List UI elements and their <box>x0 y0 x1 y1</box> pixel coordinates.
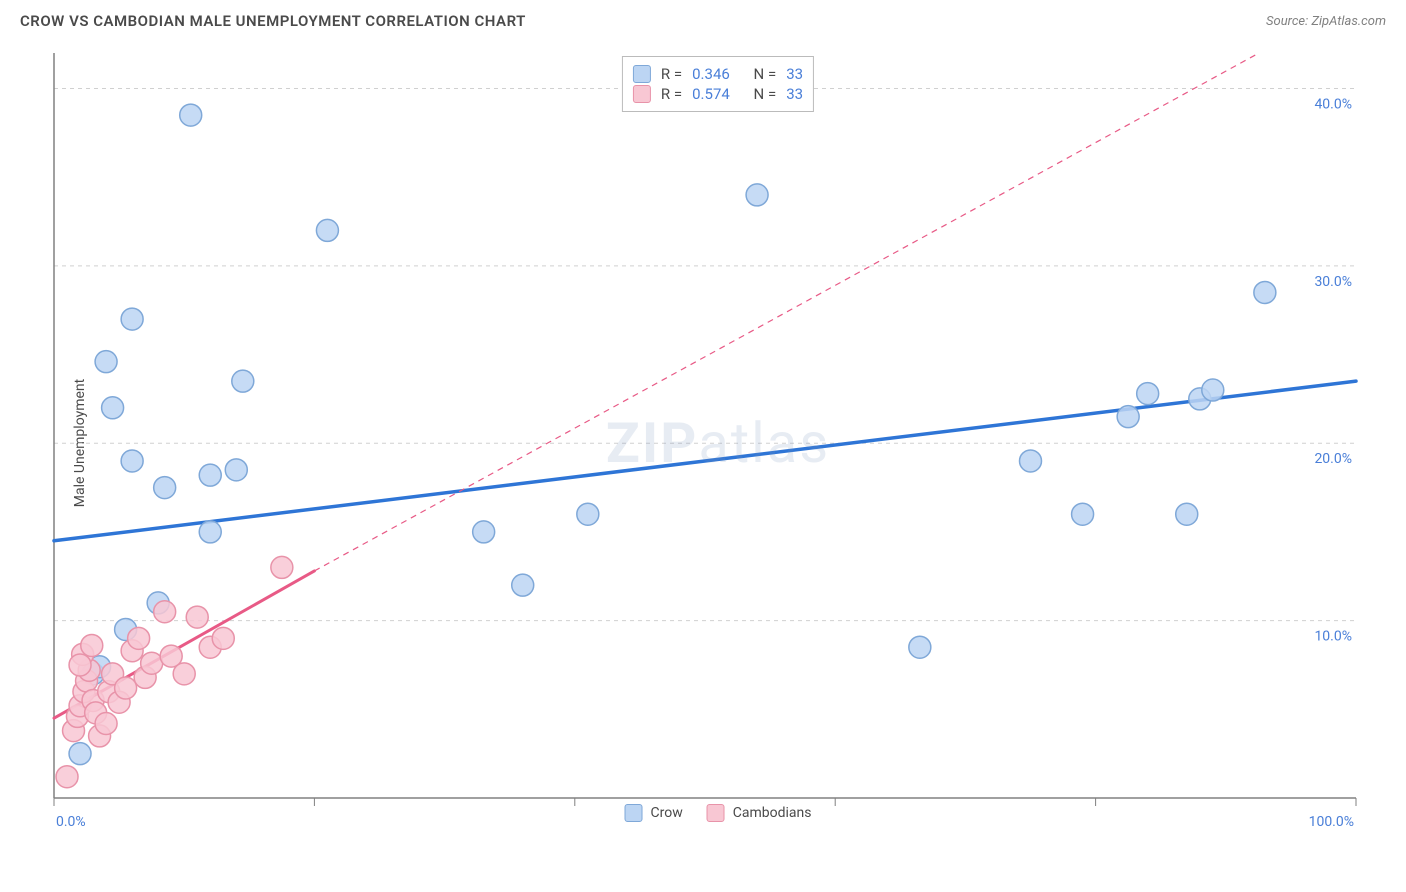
svg-text:0.0%: 0.0% <box>56 814 86 830</box>
n-label: N = <box>754 65 777 83</box>
svg-text:100.0%: 100.0% <box>1309 814 1354 830</box>
stats-legend: R = 0.346 N = 33 R = 0.574 N = 33 <box>622 56 814 112</box>
chart-container: Male Unemployment ZIPatlas 10.0%20.0%30.… <box>50 48 1386 838</box>
chart-source: Source: ZipAtlas.com <box>1266 14 1386 29</box>
bottom-legend: Crow Cambodians <box>625 804 812 822</box>
legend-label: Cambodians <box>733 805 812 821</box>
source-label: Source: <box>1266 14 1308 29</box>
svg-text:20.0%: 20.0% <box>1314 451 1352 467</box>
chart-svg: 10.0% 20.0% 30.0% 40.0% 0.0% 100.0% <box>50 48 1386 838</box>
chart-title: CROW VS CAMBODIAN MALE UNEMPLOYMENT CORR… <box>20 12 526 30</box>
svg-text:30.0%: 30.0% <box>1314 274 1352 290</box>
svg-text:40.0%: 40.0% <box>1314 96 1352 112</box>
n-label: N = <box>754 85 777 103</box>
legend-item-cambodians: Cambodians <box>707 804 812 822</box>
legend-square-crow-icon <box>625 804 643 822</box>
plot-area: ZIPatlas 10.0%20.0%30.0%40.0%0.0%100.0% … <box>50 48 1386 838</box>
legend-label: Crow <box>651 805 683 821</box>
legend-square-crow <box>633 65 651 83</box>
r-label: R = <box>661 85 682 103</box>
source-name: ZipAtlas.com <box>1311 14 1386 29</box>
n-value: 33 <box>786 65 803 83</box>
r-label: R = <box>661 65 682 83</box>
legend-square-cambodians-icon <box>707 804 725 822</box>
chart-header: CROW VS CAMBODIAN MALE UNEMPLOYMENT CORR… <box>0 0 1406 38</box>
r-value: 0.346 <box>692 65 730 83</box>
stats-row-crow: R = 0.346 N = 33 <box>633 65 803 83</box>
stats-row-cambodians: R = 0.574 N = 33 <box>633 85 803 103</box>
n-value: 33 <box>786 85 803 103</box>
svg-text:10.0%: 10.0% <box>1314 629 1352 645</box>
legend-item-crow: Crow <box>625 804 683 822</box>
legend-square-cambodians <box>633 85 651 103</box>
r-value: 0.574 <box>692 85 730 103</box>
